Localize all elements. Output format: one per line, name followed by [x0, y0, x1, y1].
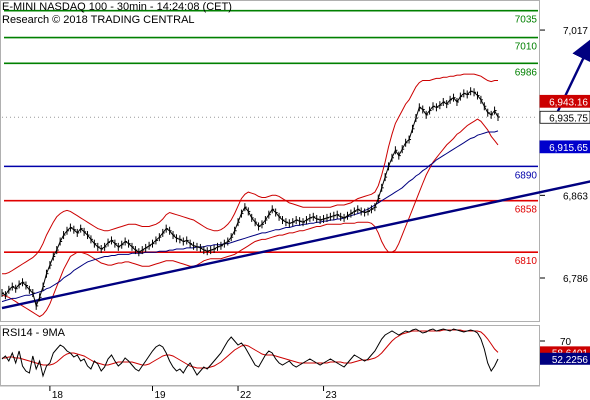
- price-tag-bg-upper: [539, 94, 590, 108]
- tag-layer: 6,943.166,935.756,915.6558.640152.2256: [539, 94, 590, 366]
- level-label-6986: 6986: [515, 67, 538, 78]
- level-label-6810: 6810: [515, 256, 538, 267]
- xtick-label-19: 19: [155, 390, 167, 400]
- price-tag-upper: 6,943.16: [549, 97, 588, 108]
- price-tag-current: 6,935.75: [549, 113, 588, 124]
- uptrend-line: [1, 180, 590, 310]
- series-rsi: [1, 328, 499, 378]
- rsi-tag-bg-lower: [540, 352, 590, 365]
- price-layer: [1, 87, 500, 310]
- series-rsi-ma: [2, 329, 499, 369]
- levels-layer: 7035 7010 6986 6890 6858 6810: [2, 9, 538, 267]
- price-tag-bg-current: [539, 110, 590, 124]
- series-bollinger_lower: [1, 118, 499, 318]
- price-ytick-label-7,017: 7,017: [563, 26, 588, 37]
- series-moving_average: [1, 130, 499, 303]
- price-tag-lower: 6,915.65: [549, 143, 588, 154]
- price-tag-bg-lower: [539, 140, 590, 154]
- indicator-layer: [1, 73, 499, 318]
- rsi-layer: [1, 328, 499, 378]
- rsi-panel-title: RSI14 - 9MA: [2, 327, 65, 339]
- level-label-6858: 6858: [515, 205, 538, 216]
- series-price: [1, 90, 499, 308]
- level-label-7035: 7035: [515, 15, 538, 26]
- xtick-label-23: 23: [326, 390, 338, 400]
- price-ytick-label-6,863: 6,863: [563, 191, 588, 202]
- series-bollinger_upper: [2, 73, 498, 275]
- axis-layer: 7,017 6,863 6,786 18 19 22 23 70: [49, 26, 588, 400]
- rsi-tag-lower: 52.2256: [552, 355, 589, 366]
- price-panel-frame: [0, 0, 540, 322]
- price-ytick-label-6,786: 6,786: [563, 274, 588, 285]
- xtick-label-22: 22: [240, 390, 252, 400]
- chart-subtitle: Research © 2018 TRADING CENTRAL: [2, 14, 195, 26]
- xtick-label-18: 18: [52, 390, 64, 400]
- chart-title: E-MINI NASDAQ 100 - 30min - 14:24:08 (CE…: [2, 1, 232, 13]
- level-label-6890: 6890: [515, 170, 538, 181]
- rsi-ytick-label-70: 70: [560, 337, 572, 348]
- trend-layer: [1, 37, 590, 310]
- level-label-7010: 7010: [515, 42, 538, 53]
